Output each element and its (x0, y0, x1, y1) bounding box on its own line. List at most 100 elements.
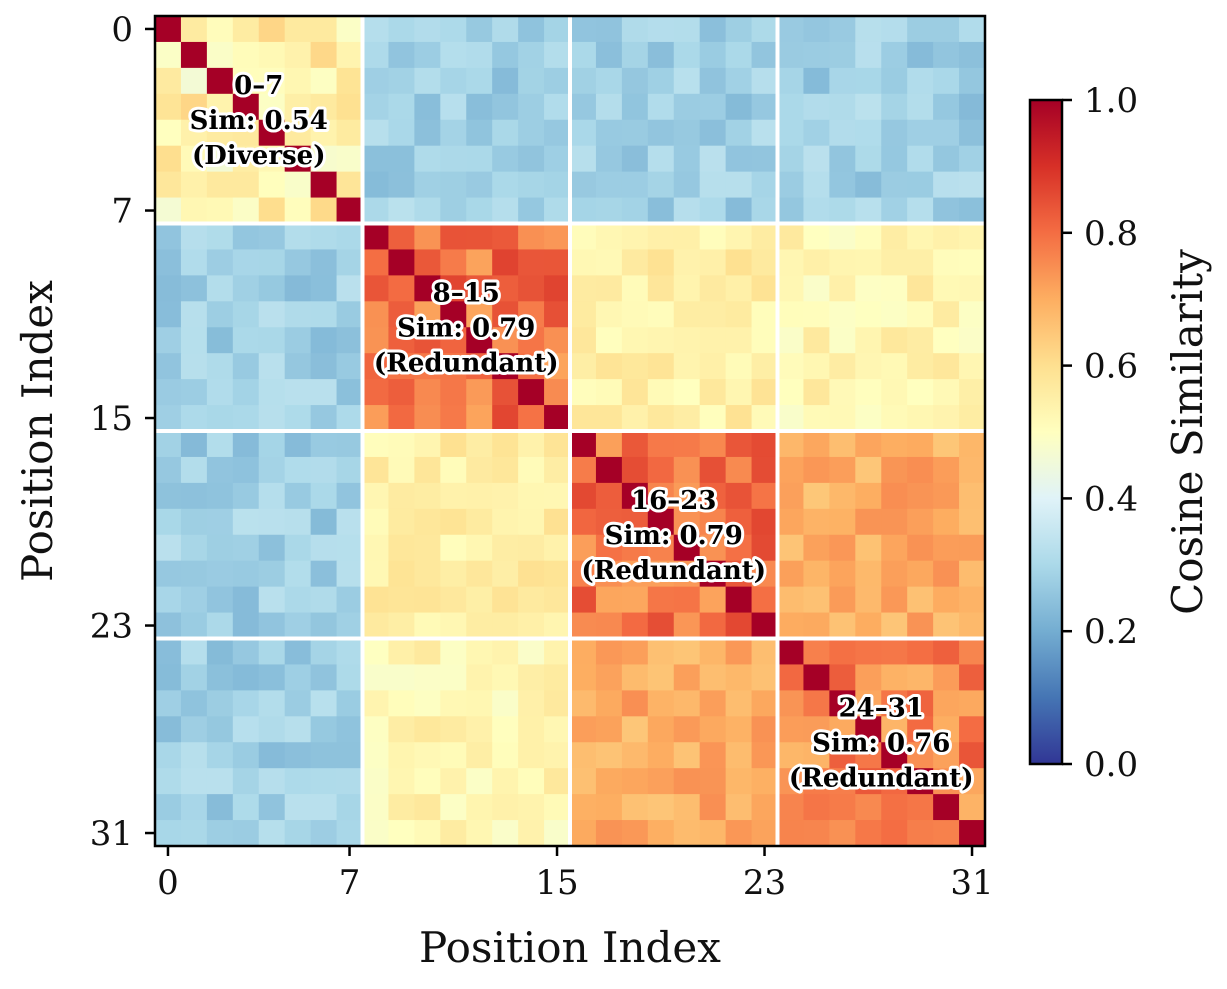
heatmap-cell (855, 534, 882, 562)
heatmap-cell (388, 353, 415, 380)
heatmap-cell (881, 664, 908, 691)
plot-frame (153, 14, 987, 848)
heatmap-cell (725, 405, 753, 432)
heatmap-cell (414, 405, 441, 432)
heatmap-cell (180, 405, 208, 432)
heatmap-cell (206, 171, 234, 199)
heatmap-cell (336, 638, 364, 666)
heatmap-cell (959, 456, 986, 484)
heatmap-cell (829, 794, 856, 821)
heatmap-cell (595, 768, 623, 795)
heatmap-cell (595, 41, 623, 69)
heatmap-cell (544, 197, 571, 225)
heatmap-cell (466, 638, 493, 666)
heatmap-cell (621, 690, 649, 717)
heatmap-cell (466, 353, 493, 380)
heatmap-cell (232, 275, 260, 302)
heatmap-cell (829, 16, 856, 43)
heatmap-cell (751, 716, 779, 743)
heatmap-cell (621, 742, 649, 769)
heatmap-cell (258, 16, 286, 43)
heatmap-cell (570, 456, 597, 484)
heatmap-cell (155, 534, 182, 562)
heatmap-cell (232, 820, 260, 847)
heatmap-cell (518, 119, 545, 147)
heatmap-cell (544, 145, 571, 173)
heatmap-cell (336, 768, 364, 795)
heatmap-cell (829, 275, 856, 302)
heatmap-cell (621, 612, 649, 640)
heatmap-cell (881, 560, 908, 588)
heatmap-cell (647, 119, 675, 147)
heatmap-cell (933, 223, 960, 251)
heatmap-cell (959, 820, 986, 847)
heatmap-cell (907, 456, 934, 484)
heatmap-cell (907, 249, 934, 276)
heatmap-cell (570, 327, 597, 354)
heatmap-cell (621, 560, 649, 588)
heatmap-cell (310, 431, 338, 458)
heatmap-cell (725, 16, 753, 43)
heatmap-cell (595, 560, 623, 588)
heatmap-cell (206, 612, 234, 640)
heatmap-cell (206, 742, 234, 769)
heatmap-cell (440, 456, 467, 484)
heatmap-cell (258, 93, 286, 121)
heatmap-cell (595, 482, 623, 510)
heatmap-cell (907, 586, 934, 614)
heatmap-cell (258, 275, 286, 302)
heatmap-cell (907, 638, 934, 666)
heatmap-cell (414, 638, 441, 666)
heatmap-cell (777, 223, 805, 251)
heatmap-cell (699, 690, 727, 717)
heatmap-cell (232, 638, 260, 666)
heatmap-cell (595, 794, 623, 821)
heatmap-cell (414, 742, 441, 769)
heatmap-cell (621, 534, 649, 562)
heatmap-cell (933, 664, 960, 691)
heatmap-cell (595, 405, 623, 432)
heatmap-cell (336, 508, 364, 536)
heatmap-cell (466, 223, 493, 251)
heatmap-cell (699, 820, 727, 847)
heatmap-cell (907, 560, 934, 588)
heatmap-cell (751, 586, 779, 614)
heatmap-cell (388, 560, 415, 588)
heatmap-cell (570, 794, 597, 821)
heatmap-cell (362, 275, 390, 302)
heatmap-cell (206, 119, 234, 147)
heatmap-cell (751, 534, 779, 562)
heatmap-cell (959, 16, 986, 43)
heatmap-cell (310, 41, 338, 69)
heatmap-cell (492, 353, 519, 380)
heatmap-cell (829, 379, 856, 406)
heatmap-cell (440, 93, 467, 121)
heatmap-cell (803, 794, 830, 821)
heatmap-cell (777, 41, 805, 69)
heatmap-cell (803, 301, 830, 328)
heatmap-cell (258, 197, 286, 225)
heatmap-cell (907, 768, 934, 795)
heatmap-cell (336, 690, 364, 717)
heatmap-cell (647, 534, 675, 562)
heatmap-cell (673, 275, 701, 302)
heatmap-cell (414, 560, 441, 588)
heatmap-cell (492, 560, 519, 588)
heatmap-cell (180, 379, 208, 406)
heatmap-cell (492, 431, 519, 458)
heatmap-cell (595, 431, 623, 458)
heatmap-cell (777, 171, 805, 199)
heatmap-cell (959, 353, 986, 380)
heatmap-cell (258, 327, 286, 354)
heatmap-cell (647, 716, 675, 743)
heatmap-cell (725, 586, 753, 614)
heatmap-cell (570, 716, 597, 743)
heatmap-cell (907, 41, 934, 69)
heatmap-cell (336, 171, 364, 199)
heatmap-cell (155, 612, 182, 640)
heatmap-cell (907, 223, 934, 251)
heatmap-cell (336, 405, 364, 432)
heatmap-cell (440, 508, 467, 536)
heatmap-cell (336, 93, 364, 121)
heatmap-cell (673, 612, 701, 640)
